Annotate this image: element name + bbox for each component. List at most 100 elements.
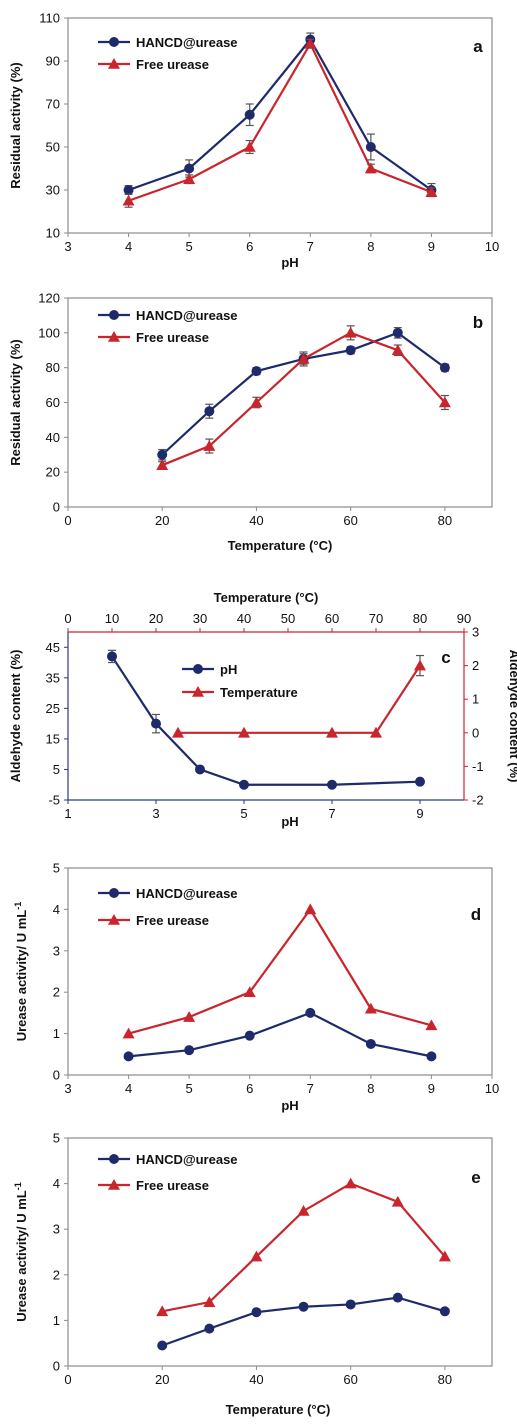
y-tick-label: 3: [53, 943, 60, 958]
chart-panel-d: 3 4 5 6 7 8 9 10 0 1 2 3 4 5 pH Urease activity/ U mL-1…: [13, 861, 499, 1114]
y2-tick-label: -1: [472, 759, 484, 774]
data-point: [297, 352, 310, 364]
data-point: [344, 1177, 357, 1189]
data-point: [172, 726, 184, 738]
x-tick-label: 1: [64, 806, 71, 821]
series-hancd-urease: [123, 1007, 437, 1062]
y-tick-label: 0: [53, 1068, 60, 1083]
x-tick-label: 5: [186, 1081, 193, 1096]
x-tick-label: 40: [249, 513, 263, 528]
x2-tick-label: 60: [325, 611, 339, 626]
x-tick-label: 60: [343, 1372, 357, 1387]
data-point: [392, 1292, 403, 1303]
y-tick-label: 45: [46, 640, 60, 655]
chart-panel-a: 3 4 5 6 7 8 9 10 10 30 50 70 90 110 pH Residual activit…: [8, 11, 499, 271]
data-point: [239, 779, 249, 790]
series-line: [128, 1011, 432, 1058]
series-line: [111, 655, 421, 786]
data-point: [304, 903, 317, 915]
y-axis-title: Residual activity (%): [8, 339, 23, 465]
data-point: [122, 1027, 135, 1039]
x-tick-label: 9: [416, 806, 423, 821]
data-point: [243, 986, 256, 997]
data-point: [414, 659, 426, 671]
y-axis-title-text: Urease activity/ U mL: [14, 1190, 29, 1322]
data-point: [204, 1323, 215, 1334]
data-point: [304, 37, 317, 49]
x-tick-label: 3: [64, 1081, 71, 1096]
series-free-urease: [156, 1177, 451, 1317]
legend-marker: [109, 310, 119, 320]
legend-marker: [108, 58, 120, 69]
data-point: [184, 163, 195, 174]
y-tick-label: 5: [53, 762, 60, 777]
y2-tick-label: 1: [472, 692, 479, 707]
y-tick-label: 25: [46, 701, 60, 716]
data-point: [365, 1038, 376, 1049]
x2-tick-label: 20: [149, 611, 163, 626]
data-point: [184, 1045, 195, 1056]
legend-label: HANCD@urease: [136, 886, 238, 901]
y-tick-label: 4: [53, 902, 60, 917]
data-point: [203, 1296, 216, 1307]
x-tick-label: 4: [125, 239, 132, 254]
series-hancd-urease: [157, 327, 450, 461]
legend-label: pH: [220, 662, 237, 677]
x-tick-label: 3: [152, 806, 159, 821]
data-point: [327, 779, 337, 790]
y-tick-label: 1: [53, 1026, 60, 1041]
x-tick-label: 80: [438, 513, 452, 528]
data-point: [345, 1299, 356, 1310]
data-point: [157, 449, 168, 460]
legend-marker: [109, 1154, 119, 1164]
series-hancd-urease: [123, 32, 437, 198]
y-axis-title-superscript: -1: [13, 902, 23, 910]
legend-label: Free urease: [136, 330, 209, 345]
data-point: [344, 326, 357, 338]
y-tick-label: 3: [53, 1222, 60, 1237]
x2-tick-label: 10: [105, 611, 119, 626]
plot-frame: [67, 1137, 493, 1367]
panel-letter: e: [471, 1168, 480, 1187]
data-point: [243, 141, 256, 152]
panel-letter: b: [473, 313, 483, 332]
y-tick-label: 100: [38, 325, 60, 340]
y-tick-label: 15: [46, 731, 60, 746]
y2-axis-title: Aldehyde content (%): [507, 650, 517, 783]
y-tick-label: 1: [53, 1313, 60, 1328]
y-axis-title-text: Aldehyde content (%): [8, 650, 23, 783]
series-line: [128, 41, 432, 202]
y-tick-label: 2: [53, 1267, 60, 1282]
y-axis-title-text: Residual activity (%): [8, 339, 23, 465]
legend-marker: [108, 914, 120, 925]
x2-tick-label: 0: [64, 611, 71, 626]
legend-label: HANCD@urease: [136, 1152, 238, 1167]
y-tick-label: 0: [53, 500, 60, 515]
data-point: [250, 396, 263, 408]
data-point: [415, 776, 425, 787]
x-tick-label: 40: [249, 1372, 263, 1387]
y2-tick-label: 0: [472, 725, 479, 740]
legend-marker: [108, 331, 120, 342]
y2-tick-label: -2: [472, 793, 484, 808]
y-tick-label: 110: [39, 11, 60, 26]
data-point: [156, 1305, 169, 1317]
series-free-urease: [122, 903, 438, 1039]
data-point: [392, 327, 403, 338]
data-point: [123, 185, 134, 195]
x-tick-label: 20: [155, 513, 169, 528]
x-tick-label: 9: [428, 1081, 435, 1096]
x-axis-title: pH: [281, 814, 298, 829]
data-point: [107, 651, 117, 662]
y-tick-label: 5: [53, 861, 60, 876]
series-ph: [107, 649, 425, 790]
x2-tick-label: 50: [281, 611, 295, 626]
x-tick-label: 10: [485, 239, 499, 254]
y-tick-label: 40: [46, 430, 60, 445]
x-tick-label: 6: [246, 239, 253, 254]
y-tick-label: 120: [38, 291, 60, 306]
data-point: [345, 345, 356, 356]
x-tick-label: 7: [307, 1081, 314, 1096]
data-point: [251, 1307, 262, 1318]
y-tick-label: 90: [46, 54, 60, 69]
